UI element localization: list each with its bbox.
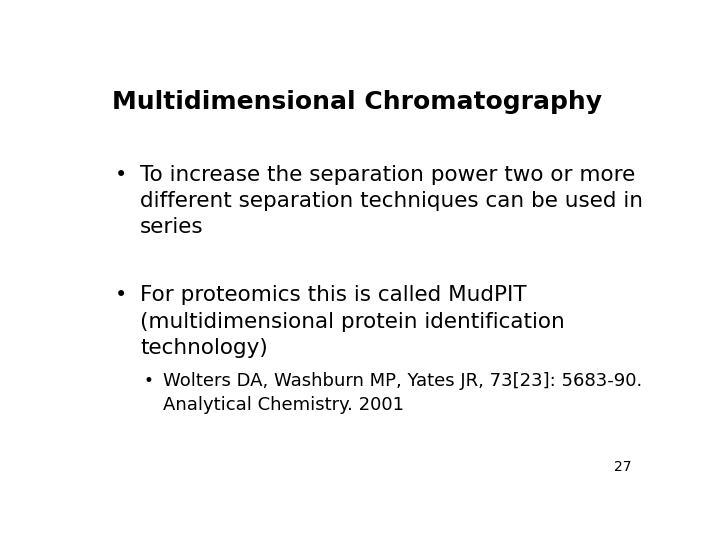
Text: Multidimensional Chromatography: Multidimensional Chromatography xyxy=(112,90,603,114)
Text: For proteomics this is called MudPIT
(multidimensional protein identification
te: For proteomics this is called MudPIT (mu… xyxy=(140,285,565,358)
Text: •: • xyxy=(143,373,153,390)
Text: To increase the separation power two or more
different separation techniques can: To increase the separation power two or … xyxy=(140,165,643,238)
Text: 27: 27 xyxy=(613,461,631,474)
Text: •: • xyxy=(115,285,127,305)
Text: Wolters DA, Washburn MP, Yates JR, 73[23]: 5683-90.
Analytical Chemistry. 2001: Wolters DA, Washburn MP, Yates JR, 73[23… xyxy=(163,373,642,414)
Text: •: • xyxy=(115,165,127,185)
